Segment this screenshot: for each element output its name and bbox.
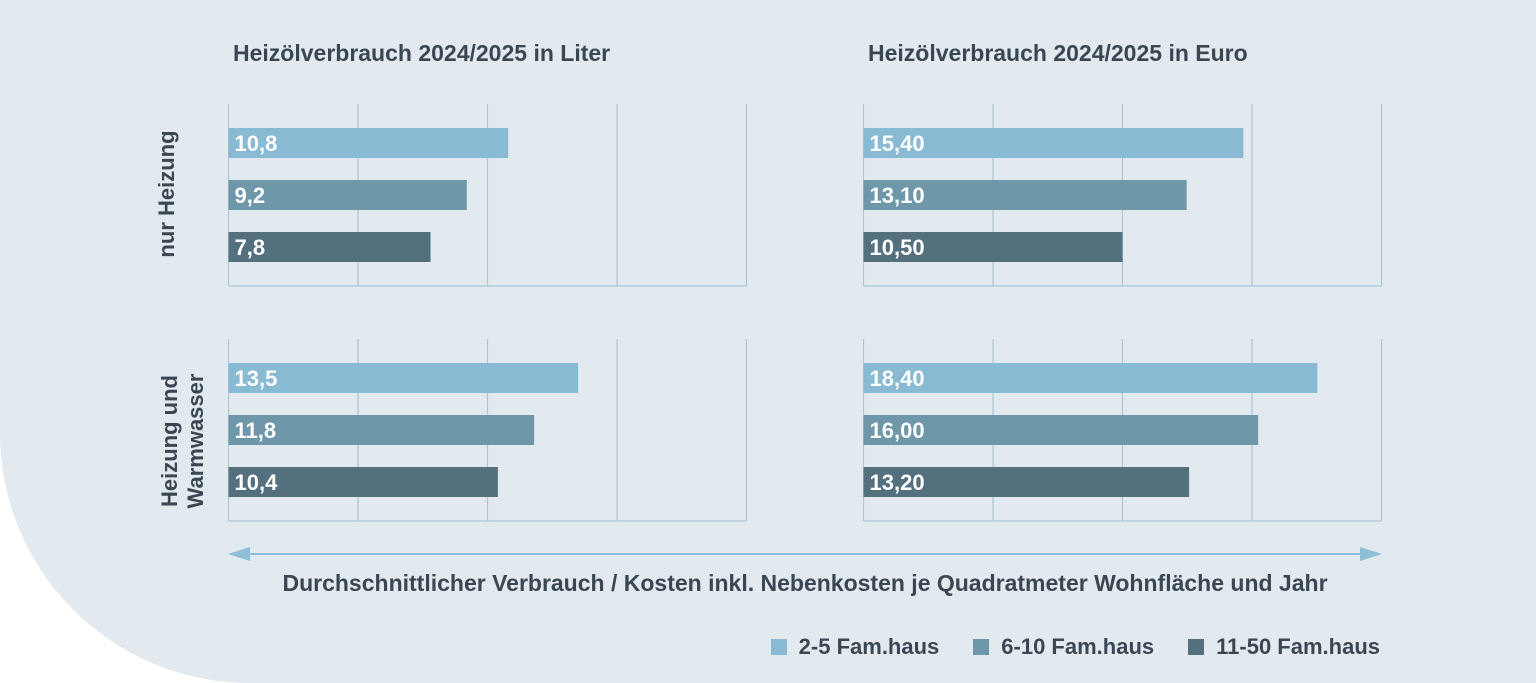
bar-1 [863, 415, 1259, 445]
row-label-bottom-line2: Warmwasser [183, 373, 208, 509]
bar-0 [228, 363, 579, 393]
legend-label-2-5: 2-5 Fam.haus [798, 634, 940, 659]
bar-2 [228, 232, 431, 262]
bar-2 [863, 232, 1123, 262]
bar-value-label-1: 13,10 [870, 183, 925, 208]
chart-title-liter: Heizölverbrauch 2024/2025 in Liter [233, 40, 611, 66]
bar-0 [863, 128, 1244, 158]
legend-item-6-10: 6-10 Fam.haus [973, 634, 1154, 660]
legend-swatch-11-50 [1188, 639, 1205, 655]
chart-liter-nur-heizung: 10,8 9,2 7,8 [228, 104, 748, 287]
legend: 2-5 Fam.haus 6-10 Fam.haus 11-50 Fam.hau… [770, 634, 1380, 660]
legend-item-2-5: 2-5 Fam.haus [770, 634, 940, 660]
chart-euro-nur-heizung: 15,40 13,10 10,50 [863, 104, 1383, 287]
bar-value-label-1: 16,00 [870, 418, 925, 443]
row-label-nur-heizung: nur Heizung [154, 94, 180, 294]
bar-1 [228, 415, 535, 445]
legend-label-11-50: 11-50 Fam.haus [1216, 634, 1380, 659]
legend-item-11-50: 11-50 Fam.haus [1188, 634, 1380, 660]
chart-liter-heizung-warmwasser: 13,5 11,8 10,4 [228, 339, 748, 522]
legend-swatch-6-10 [973, 639, 990, 655]
bar-2 [228, 467, 498, 497]
bar-value-label-0: 10,8 [235, 131, 278, 156]
legend-swatch-2-5 [770, 639, 787, 655]
bar-value-label-2: 10,4 [235, 470, 279, 495]
legend-label-6-10: 6-10 Fam.haus [1001, 634, 1155, 659]
bar-value-label-2: 7,8 [235, 235, 266, 260]
bar-value-label-0: 15,40 [870, 131, 925, 156]
bar-0 [863, 363, 1318, 393]
bar-0 [228, 128, 509, 158]
bar-value-label-2: 13,20 [870, 470, 925, 495]
bar-value-label-1: 11,8 [235, 418, 277, 443]
chart-euro-heizung-warmwasser: 18,40 16,00 13,20 [863, 339, 1383, 522]
bar-2 [863, 467, 1190, 497]
bar-1 [228, 180, 467, 210]
axis-caption: Durchschnittlicher Verbrauch / Kosten in… [282, 570, 1328, 596]
chart-title-euro: Heizölverbrauch 2024/2025 in Euro [868, 40, 1248, 66]
bar-value-label-0: 13,5 [235, 366, 278, 391]
bar-value-label-0: 18,40 [870, 366, 925, 391]
bar-1 [863, 180, 1187, 210]
bar-value-label-2: 10,50 [870, 235, 925, 260]
bar-value-label-1: 9,2 [235, 183, 266, 208]
row-label-top-text: nur Heizung [154, 130, 179, 258]
row-label-heizung-warmwasser: Heizung und Warmwasser [157, 341, 209, 541]
row-label-bottom-line1: Heizung und [157, 375, 182, 507]
